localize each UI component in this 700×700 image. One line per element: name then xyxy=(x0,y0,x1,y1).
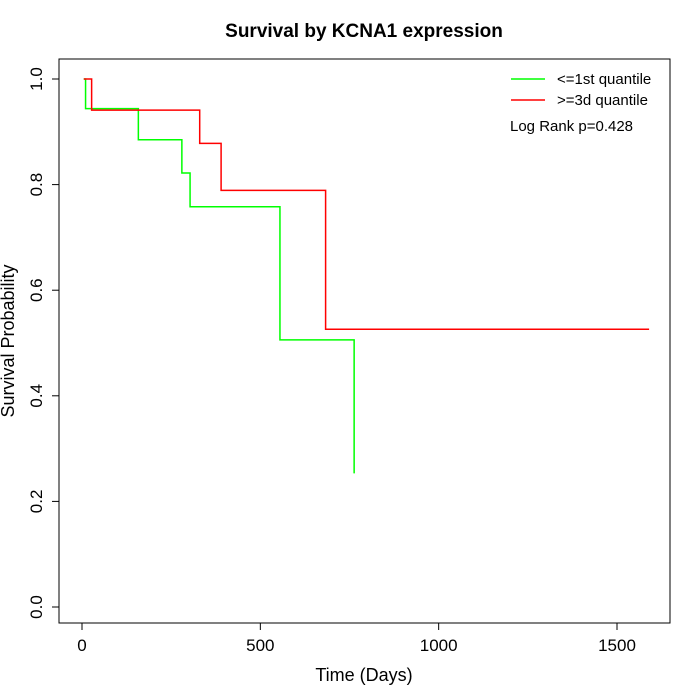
series-layer xyxy=(83,78,650,474)
legend-label-2: >=3d quantile xyxy=(557,92,648,109)
x-tick-label: 0 xyxy=(77,636,86,655)
legend-label-1: <=1st quantile xyxy=(557,71,651,88)
y-axis: 0.0 0.2 0.4 0.6 0.8 1.0 xyxy=(27,67,60,619)
y-tick-label: 0.0 xyxy=(27,595,46,619)
y-tick-label: 0.4 xyxy=(27,384,46,408)
x-tick-label: 500 xyxy=(246,636,274,655)
survival-curve-1 xyxy=(83,78,355,474)
y-tick-label: 1.0 xyxy=(27,67,46,91)
x-axis: 0 500 1000 1500 xyxy=(77,622,636,655)
legend: <=1st quantile >=3d quantile xyxy=(511,71,651,109)
y-axis-label: Survival Probability xyxy=(0,264,18,417)
x-tick-label: 1500 xyxy=(598,636,636,655)
x-axis-label: Time (Days) xyxy=(315,665,412,685)
survival-curve-2 xyxy=(83,78,650,331)
y-tick-label: 0.8 xyxy=(27,173,46,197)
y-tick-label: 0.6 xyxy=(27,278,46,302)
y-tick-label: 0.2 xyxy=(27,490,46,514)
x-tick-label: 1000 xyxy=(420,636,458,655)
plot-frame xyxy=(58,58,671,624)
chart-title: Survival by KCNA1 expression xyxy=(225,21,503,42)
log-rank-annotation: Log Rank p=0.428 xyxy=(510,118,633,135)
